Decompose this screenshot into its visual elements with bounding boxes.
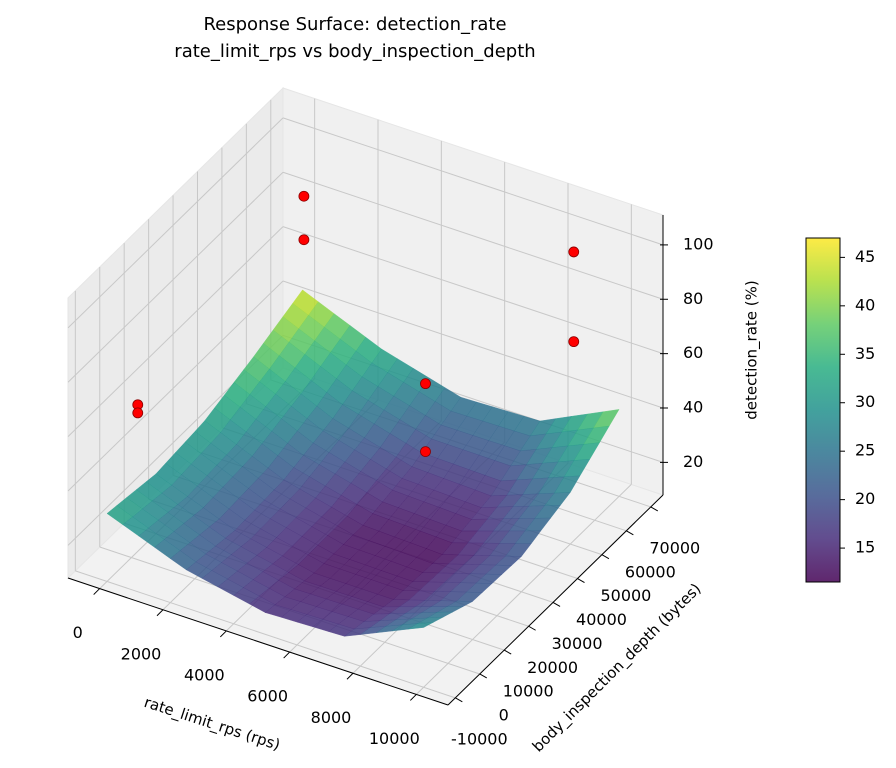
x-tick-label: 2000 <box>121 644 162 663</box>
x-tick-label: 6000 <box>247 687 288 706</box>
y-tick-label: 60000 <box>625 562 676 581</box>
y-tick <box>626 530 634 536</box>
z-tick-label: 100 <box>683 234 714 253</box>
z-tick-label: 60 <box>683 343 703 362</box>
z-tick-label: 20 <box>683 452 703 471</box>
y-tick <box>577 578 585 583</box>
y-tick-label: 50000 <box>600 586 651 605</box>
z-axis-label: detection_rate (%) <box>743 280 762 420</box>
scatter-point <box>568 336 580 348</box>
x-tick <box>346 672 354 680</box>
y-tick <box>552 601 561 607</box>
x-tick-label: 8000 <box>311 708 352 727</box>
x-tick <box>156 609 164 617</box>
x-tick <box>219 630 227 638</box>
colorbar-tick-label: 35 <box>855 344 875 363</box>
scatter-point <box>568 246 580 258</box>
grid-line <box>67 117 284 329</box>
scatter-point <box>132 407 144 419</box>
colorbar-tick-label: 40 <box>855 295 875 314</box>
grid-line <box>415 484 632 695</box>
colorbar <box>806 238 840 582</box>
scatter-point <box>420 378 431 390</box>
z-tick-label: 40 <box>683 398 703 417</box>
y-tick <box>650 506 659 512</box>
y-tick <box>455 697 463 703</box>
y-tick-label: 40000 <box>576 610 627 629</box>
y-tick-label: 30000 <box>552 634 603 653</box>
y-tick-label: 0 <box>499 705 509 724</box>
colorbar-tick-label: 15 <box>855 538 875 557</box>
y-tick-label: 20000 <box>527 658 578 677</box>
y-tick <box>601 554 610 560</box>
chart-subtitle: rate_limit_rps vs body_inspection_depth <box>174 41 535 62</box>
colorbar-frame <box>805 237 841 583</box>
x-tick <box>93 588 101 595</box>
y-tick-label: -10000 <box>451 729 508 748</box>
grid-line <box>67 226 284 437</box>
y-tick <box>503 649 512 655</box>
x-tick <box>409 694 417 701</box>
colorbar-tick-label: 30 <box>855 392 875 411</box>
grid-line <box>282 280 664 409</box>
colorbar-tick-label: 20 <box>855 489 875 508</box>
grid-line <box>67 280 284 492</box>
axis-line <box>67 577 449 706</box>
scatter-point <box>420 446 431 458</box>
grid-line <box>67 171 284 383</box>
colorbar-tick-label: 45 <box>855 247 875 266</box>
colorbar-tick-label: 25 <box>855 441 875 460</box>
x-tick-label: 4000 <box>184 665 225 684</box>
x-tick-label: 0 <box>73 623 83 642</box>
surface-patch <box>407 622 434 630</box>
scatter-point <box>298 234 310 246</box>
y-tick <box>528 625 536 631</box>
x-tick <box>283 651 291 659</box>
y-tick-label: 70000 <box>649 538 700 557</box>
y-tick <box>479 673 488 679</box>
axis-line <box>447 494 664 706</box>
z-tick-label: 80 <box>683 289 703 308</box>
grid-line <box>282 117 664 246</box>
grid-line <box>282 171 664 300</box>
grid-line <box>282 226 664 355</box>
x-tick-label: 10000 <box>369 729 420 748</box>
grid-line <box>75 570 456 699</box>
y-tick-label: 10000 <box>503 682 554 701</box>
scatter-point <box>298 190 310 202</box>
chart-title: Response Surface: detection_rate <box>203 14 506 35</box>
